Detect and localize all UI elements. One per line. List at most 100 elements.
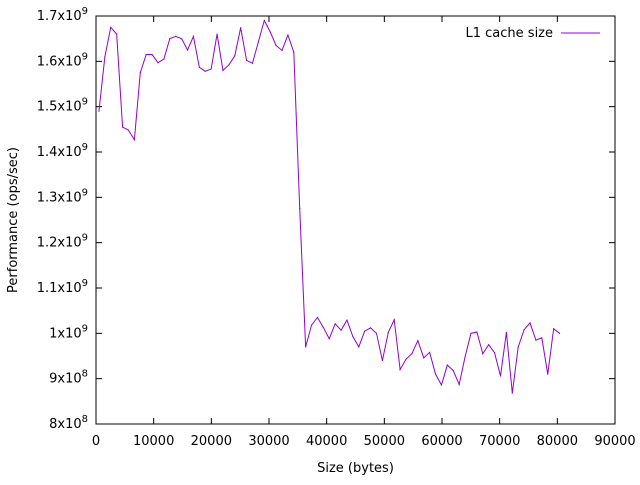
- data-point: [405, 358, 407, 360]
- x-tick-label: 20000: [191, 434, 232, 449]
- data-point: [269, 31, 271, 33]
- series-layer: [98, 19, 561, 394]
- data-point: [234, 55, 236, 57]
- y-tick-label: 1.1x109: [37, 278, 88, 296]
- data-point: [210, 68, 212, 70]
- y-tick-label: 1.3x109: [37, 187, 88, 205]
- data-point: [186, 49, 189, 51]
- data-point: [305, 346, 307, 348]
- data-point: [281, 49, 283, 52]
- data-point: [541, 337, 543, 339]
- y-tick-label: 9x108: [49, 369, 88, 387]
- data-point: [334, 323, 336, 325]
- data-point: [499, 375, 502, 377]
- data-point: [116, 33, 118, 35]
- data-point: [163, 58, 165, 60]
- y-tick-label: 1.4x109: [37, 142, 88, 160]
- data-point: [121, 126, 124, 128]
- data-point: [440, 384, 443, 386]
- data-point: [375, 332, 378, 334]
- data-point: [558, 332, 561, 334]
- data-point: [346, 319, 348, 321]
- legend-label: L1 cache size: [466, 26, 553, 41]
- data-point: [523, 329, 525, 331]
- data-point: [458, 383, 460, 386]
- data-point: [245, 59, 248, 62]
- data-point: [293, 51, 295, 53]
- x-tick-label: 60000: [421, 434, 462, 449]
- data-point: [547, 373, 549, 375]
- data-point: [446, 364, 448, 366]
- data-point: [411, 353, 413, 355]
- data-point: [275, 44, 277, 47]
- data-point: [517, 346, 519, 348]
- data-point: [429, 351, 431, 353]
- data-point: [488, 344, 490, 346]
- data-point: [133, 139, 135, 141]
- y-tick-label: 1.2x109: [37, 233, 88, 251]
- data-point: [266, 25, 268, 27]
- data-point: [287, 34, 289, 36]
- data-point: [127, 129, 130, 131]
- y-tick-label: 1x109: [49, 323, 88, 341]
- data-point: [257, 41, 259, 43]
- x-tick-label: 10000: [133, 434, 174, 449]
- data-point: [381, 359, 383, 362]
- data-point: [192, 35, 195, 38]
- data-point: [251, 62, 254, 64]
- y-tick-label: 8x108: [49, 414, 88, 432]
- data-point: [139, 72, 141, 74]
- data-point: [216, 33, 218, 35]
- data-point: [452, 369, 454, 372]
- y-tick-label: 1.7x109: [37, 6, 88, 24]
- data-point: [340, 329, 342, 331]
- x-tick-label: 30000: [248, 434, 289, 449]
- data-point: [175, 35, 177, 38]
- data-point: [535, 339, 537, 341]
- data-point: [464, 356, 466, 358]
- data-point: [511, 392, 513, 394]
- data-point: [364, 330, 366, 332]
- data-point: [204, 70, 206, 72]
- data-point: [358, 346, 360, 348]
- x-tick-label: 90000: [594, 434, 635, 449]
- axis-ticks: 0 10000 20000 30000 40000 50000 60000 70000 8000…: [37, 6, 636, 449]
- data-point: [263, 19, 265, 22]
- data-point: [299, 208, 301, 210]
- data-point: [417, 339, 419, 342]
- data-point: [310, 324, 313, 326]
- data-point: [423, 357, 425, 359]
- data-point: [151, 53, 153, 56]
- data-point: [157, 62, 159, 64]
- data-point: [228, 64, 230, 66]
- data-point: [493, 352, 496, 354]
- data-point: [470, 332, 472, 334]
- data-point: [387, 331, 389, 334]
- x-tick-label: 0: [92, 434, 100, 449]
- data-point: [482, 353, 484, 355]
- data-point: [369, 327, 372, 329]
- legend: L1 cache size: [466, 26, 600, 41]
- data-point: [553, 328, 555, 330]
- series-line: [98, 19, 560, 394]
- data-point: [104, 56, 106, 58]
- data-point: [434, 373, 437, 375]
- data-point: [316, 316, 319, 319]
- data-point: [322, 326, 324, 329]
- y-tick-label: 1.5x109: [37, 97, 88, 115]
- x-axis-label: Size (bytes): [317, 461, 394, 476]
- data-point: [505, 331, 508, 334]
- data-point: [145, 53, 147, 56]
- plot-frame: [95, 15, 616, 425]
- x-tick-label: 80000: [537, 434, 578, 449]
- data-point: [240, 27, 242, 29]
- data-point: [328, 338, 330, 340]
- data-point: [181, 38, 183, 40]
- data-point: [529, 322, 531, 324]
- data-point: [476, 331, 478, 333]
- data-point: [352, 335, 354, 338]
- y-tick-label: 1.6x109: [37, 51, 88, 69]
- data-point: [110, 26, 112, 28]
